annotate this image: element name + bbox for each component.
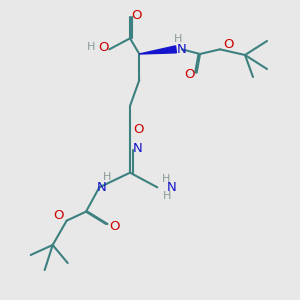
Text: O: O [223, 38, 233, 51]
Text: N: N [167, 181, 176, 194]
Text: N: N [177, 43, 187, 56]
Text: O: O [53, 209, 64, 222]
Text: H: H [103, 172, 112, 182]
Text: O: O [184, 68, 195, 81]
Text: H: H [174, 34, 182, 44]
Text: O: O [133, 123, 143, 136]
Text: O: O [98, 41, 109, 54]
Text: H: H [87, 42, 95, 52]
Polygon shape [139, 46, 176, 54]
Text: O: O [132, 9, 142, 22]
Text: N: N [133, 142, 143, 154]
Text: N: N [97, 181, 106, 194]
Text: O: O [109, 220, 119, 232]
Text: H: H [162, 174, 170, 184]
Text: H: H [163, 191, 172, 201]
